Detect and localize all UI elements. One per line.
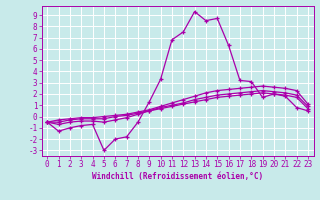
X-axis label: Windchill (Refroidissement éolien,°C): Windchill (Refroidissement éolien,°C) <box>92 172 263 181</box>
